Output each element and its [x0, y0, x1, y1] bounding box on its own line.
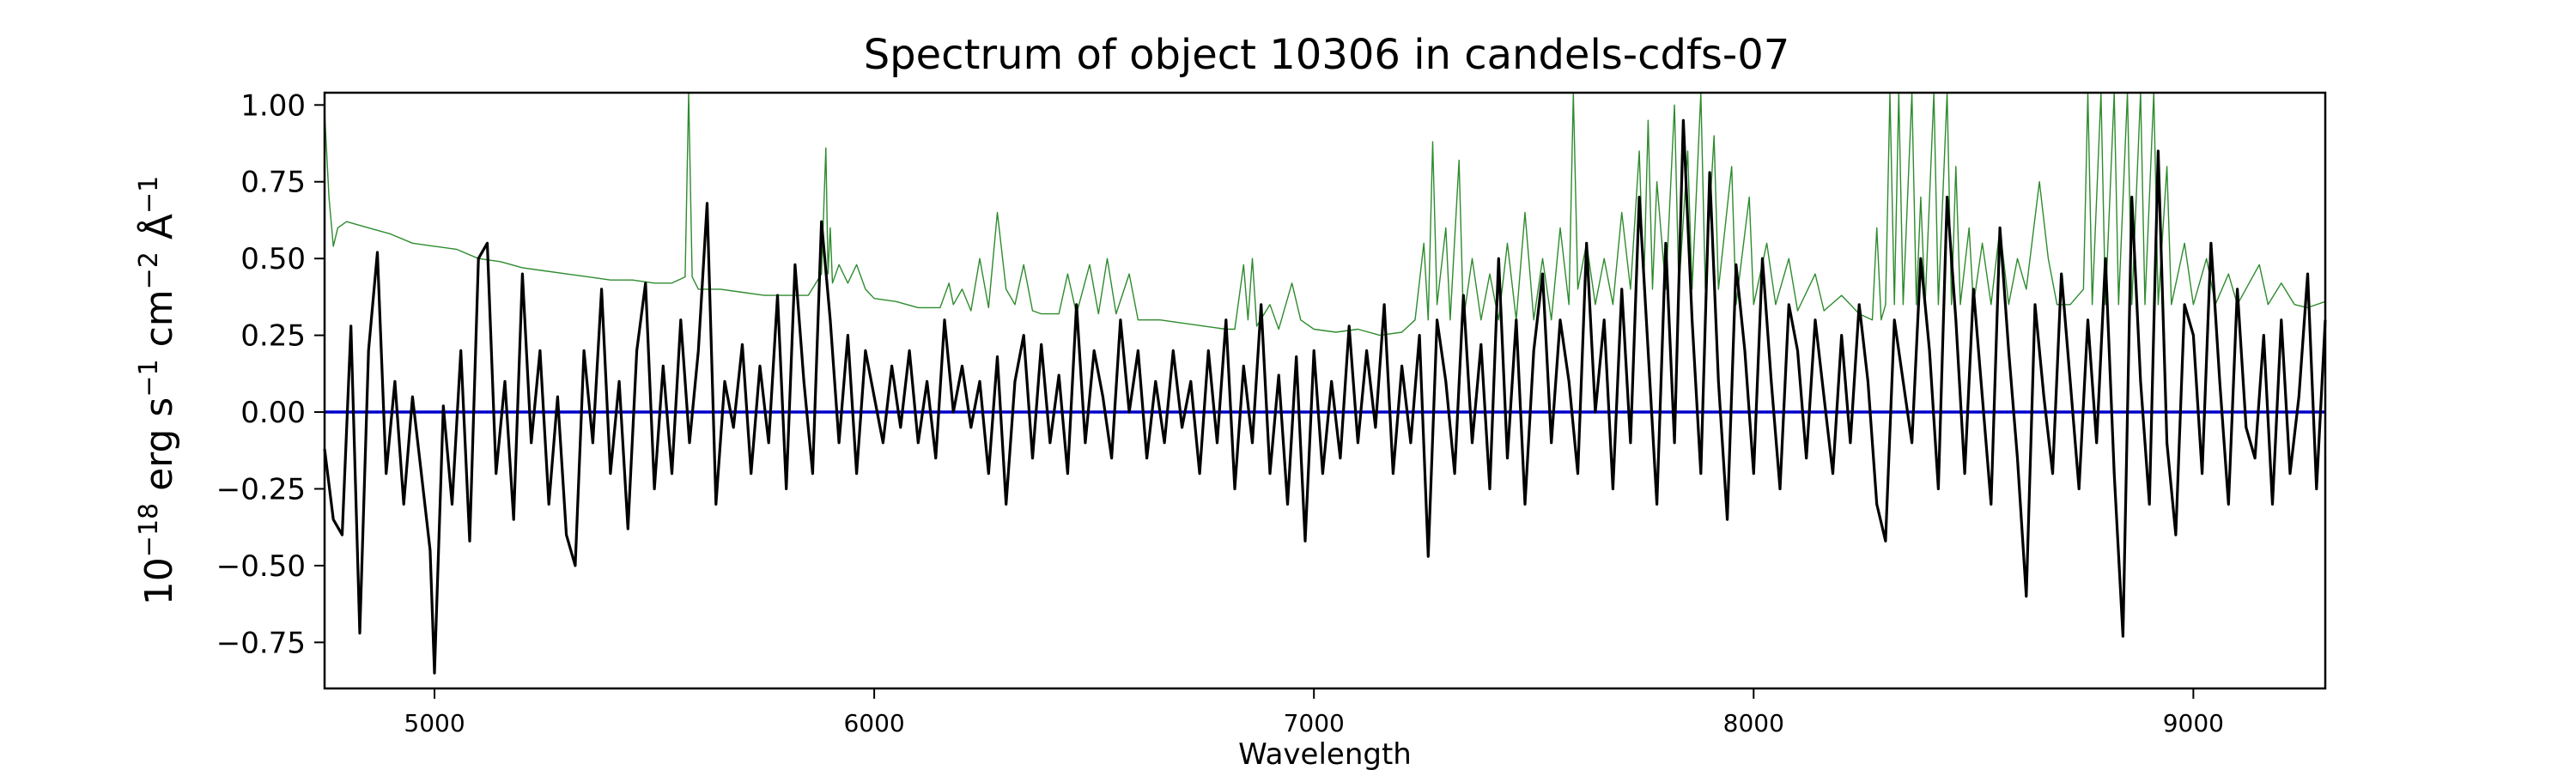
x-tick-label: 6000 — [843, 709, 904, 737]
y-tick-label: −0.75 — [216, 626, 306, 660]
y-tick-label: 0.25 — [240, 319, 306, 354]
y-label-part: 10 — [137, 557, 181, 605]
x-tick-label: 5000 — [404, 709, 465, 737]
y-label-superscript: −18 — [134, 503, 164, 557]
y-label-superscript: −2 — [134, 252, 164, 289]
chart-title: Spectrum of object 10306 in candels-cdfs… — [864, 31, 1790, 79]
series-layer — [323, 92, 2327, 675]
y-axis: −0.75 −0.50 −0.25 0.00 0.25 0.50 0.75 1.00 — [216, 88, 325, 660]
x-axis: 5000 6000 7000 8000 9000 — [404, 688, 2224, 737]
y-tick-label: 0.50 — [240, 242, 306, 276]
y-tick-label: −0.25 — [216, 472, 306, 506]
x-tick-label: 7000 — [1284, 709, 1345, 737]
x-axis-label: Wavelength — [1238, 737, 1412, 772]
plot-frame — [323, 91, 2327, 690]
y-label-part: erg s — [137, 397, 181, 503]
series-error-line — [324, 92, 2326, 336]
y-label-superscript: −1 — [134, 359, 164, 397]
y-label-part: Å — [136, 214, 181, 252]
y-tick-label: 0.75 — [240, 166, 306, 200]
x-tick-label: 8000 — [1723, 709, 1784, 737]
y-tick-label: −0.50 — [216, 549, 306, 584]
y-tick-label: 1.00 — [240, 88, 306, 123]
y-tick-label: 0.00 — [240, 396, 306, 430]
y-label-part: cm — [137, 289, 181, 359]
x-tick-label: 9000 — [2163, 709, 2224, 737]
y-axis-label: 10−18 erg s−1 cm−2 Å−1 — [134, 176, 182, 605]
series-flux-line — [323, 118, 2327, 675]
y-label-superscript: −1 — [134, 176, 164, 214]
